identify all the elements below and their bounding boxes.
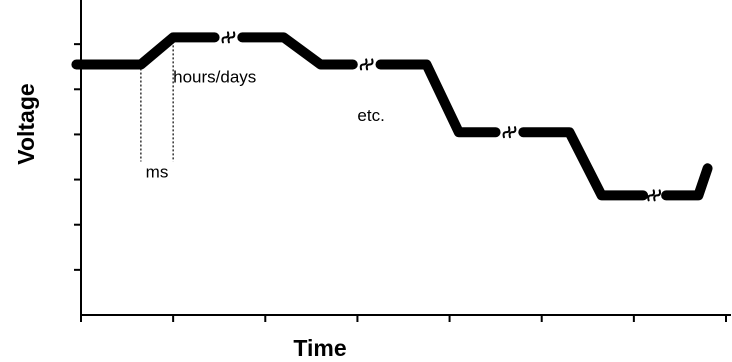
break-squiggle [227, 31, 236, 44]
break-squiggle [359, 58, 368, 71]
annotations: ms hours/days etc. [146, 68, 385, 182]
annotation-label: etc. [357, 106, 384, 125]
x-axis-ticks [80, 315, 727, 322]
break-squiggle [508, 126, 517, 139]
voltage-series-segment [518, 127, 649, 201]
break-squiggle [502, 126, 511, 139]
break-squiggle [221, 31, 230, 44]
y-axis-title: Voltage [13, 83, 39, 164]
voltage-series-segment [661, 163, 713, 201]
break-squiggle [653, 189, 662, 202]
annotation-label: hours/days [173, 68, 256, 87]
annotation-label: ms [146, 162, 169, 181]
axes [74, 0, 731, 322]
y-axis-ticks [74, 43, 81, 271]
voltage-series-segment [237, 32, 358, 70]
break-squiggle [647, 189, 656, 202]
axis-break-markers [221, 31, 662, 202]
voltage-series-segment [71, 32, 220, 70]
timing-guides [140, 37, 174, 162]
voltage-series-segment [375, 59, 501, 138]
x-axis-title: Time [293, 335, 346, 361]
voltage-series [71, 32, 713, 201]
break-squiggle [365, 58, 374, 71]
